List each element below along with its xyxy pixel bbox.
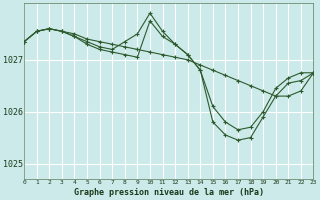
X-axis label: Graphe pression niveau de la mer (hPa): Graphe pression niveau de la mer (hPa) xyxy=(74,188,264,197)
